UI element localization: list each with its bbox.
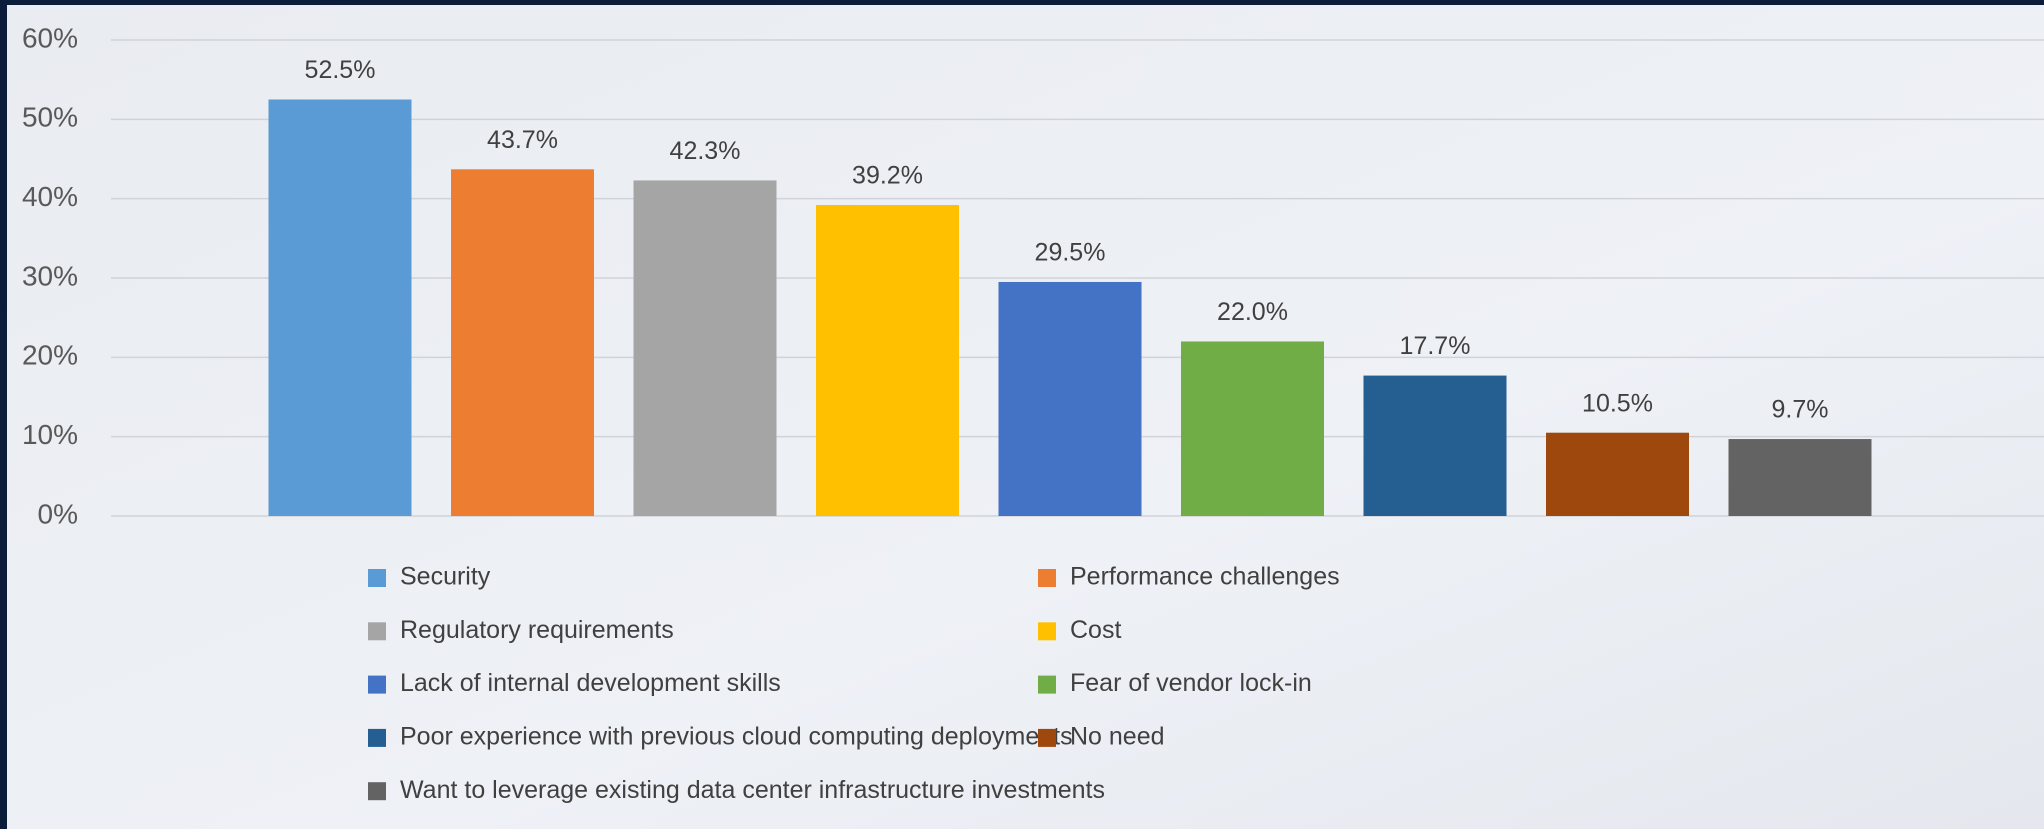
bar: [1728, 439, 1872, 516]
data-label: 39.2%: [852, 162, 923, 190]
legend-label: Cost: [1070, 616, 1121, 644]
y-tick-label: 30%: [22, 260, 78, 291]
legend-swatch: [1038, 675, 1056, 694]
bar: [998, 281, 1142, 516]
y-tick-label: 40%: [22, 181, 78, 212]
legend-swatch: [368, 782, 386, 801]
legend-label: Performance challenges: [1070, 563, 1340, 591]
bar: [1181, 341, 1324, 516]
data-label: 22.0%: [1217, 298, 1288, 326]
y-tick-label: 50%: [22, 102, 78, 133]
data-label: 29.5%: [1035, 239, 1106, 267]
legend-label: Poor experience with previous cloud comp…: [400, 723, 1073, 751]
y-tick-label: 60%: [22, 22, 78, 53]
bar: [1546, 432, 1689, 516]
legend-label: Want to leverage existing data center in…: [400, 776, 1105, 804]
legend-label: Lack of internal development skills: [400, 669, 781, 697]
legend-swatch: [1038, 728, 1056, 747]
y-tick-label: 20%: [22, 340, 78, 371]
data-label: 42.3%: [670, 137, 741, 165]
bar: [633, 180, 777, 517]
legend-label: Fear of vendor lock-in: [1070, 669, 1312, 697]
legend-label: No need: [1070, 723, 1165, 751]
bar: [268, 99, 412, 516]
data-label: 10.5%: [1582, 389, 1653, 417]
legend-swatch: [368, 569, 386, 587]
bar: [816, 205, 959, 516]
data-label: 43.7%: [487, 126, 558, 154]
bar: [451, 169, 594, 516]
legend-label: Regulatory requirements: [400, 616, 674, 644]
legend-swatch: [1038, 569, 1056, 587]
legend-swatch: [1038, 622, 1056, 641]
legend-swatch: [368, 622, 386, 641]
data-label: 17.7%: [1400, 332, 1471, 360]
legend-swatch: [368, 675, 386, 694]
bar: [1363, 375, 1507, 516]
y-tick-label: 10%: [22, 419, 78, 450]
legend-label: Security: [400, 563, 491, 591]
legend-swatch: [368, 728, 386, 747]
y-tick-label: 0%: [38, 498, 78, 529]
data-label: 52.5%: [305, 56, 376, 84]
data-label: 9.7%: [1772, 396, 1829, 424]
